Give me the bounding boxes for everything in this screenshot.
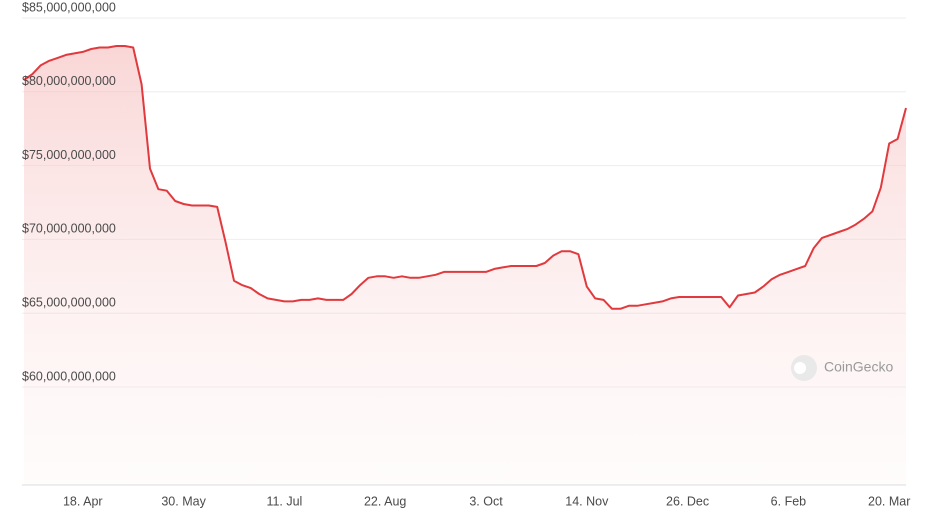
y-tick-label: $70,000,000,000 xyxy=(22,222,116,236)
watermark-text: CoinGecko xyxy=(824,359,893,375)
watermark: CoinGecko xyxy=(791,355,893,381)
marks xyxy=(23,45,907,310)
y-tick-label: $85,000,000,000 xyxy=(22,0,116,14)
x-tick-label: 11. Jul xyxy=(266,494,302,508)
y-tick-label: $60,000,000,000 xyxy=(22,369,116,383)
y-tick-label: $80,000,000,000 xyxy=(22,74,116,88)
area-fill xyxy=(24,46,906,485)
x-tick-label: 26. Dec xyxy=(666,494,709,508)
watermark-logo-eye xyxy=(794,362,806,374)
y-tick-label: $75,000,000,000 xyxy=(22,148,116,162)
x-tick-label: 18. Apr xyxy=(63,494,103,508)
x-tick-label: 14. Nov xyxy=(565,494,609,508)
price-line xyxy=(23,45,907,310)
x-tick-label: 30. May xyxy=(161,494,206,508)
y-tick-label: $65,000,000,000 xyxy=(22,295,116,309)
x-tick-label: 6. Feb xyxy=(771,494,806,508)
x-tick-label: 22. Aug xyxy=(364,494,406,508)
x-tick-label: 3. Oct xyxy=(469,494,503,508)
x-tick-label: 20. Mar xyxy=(868,494,910,508)
